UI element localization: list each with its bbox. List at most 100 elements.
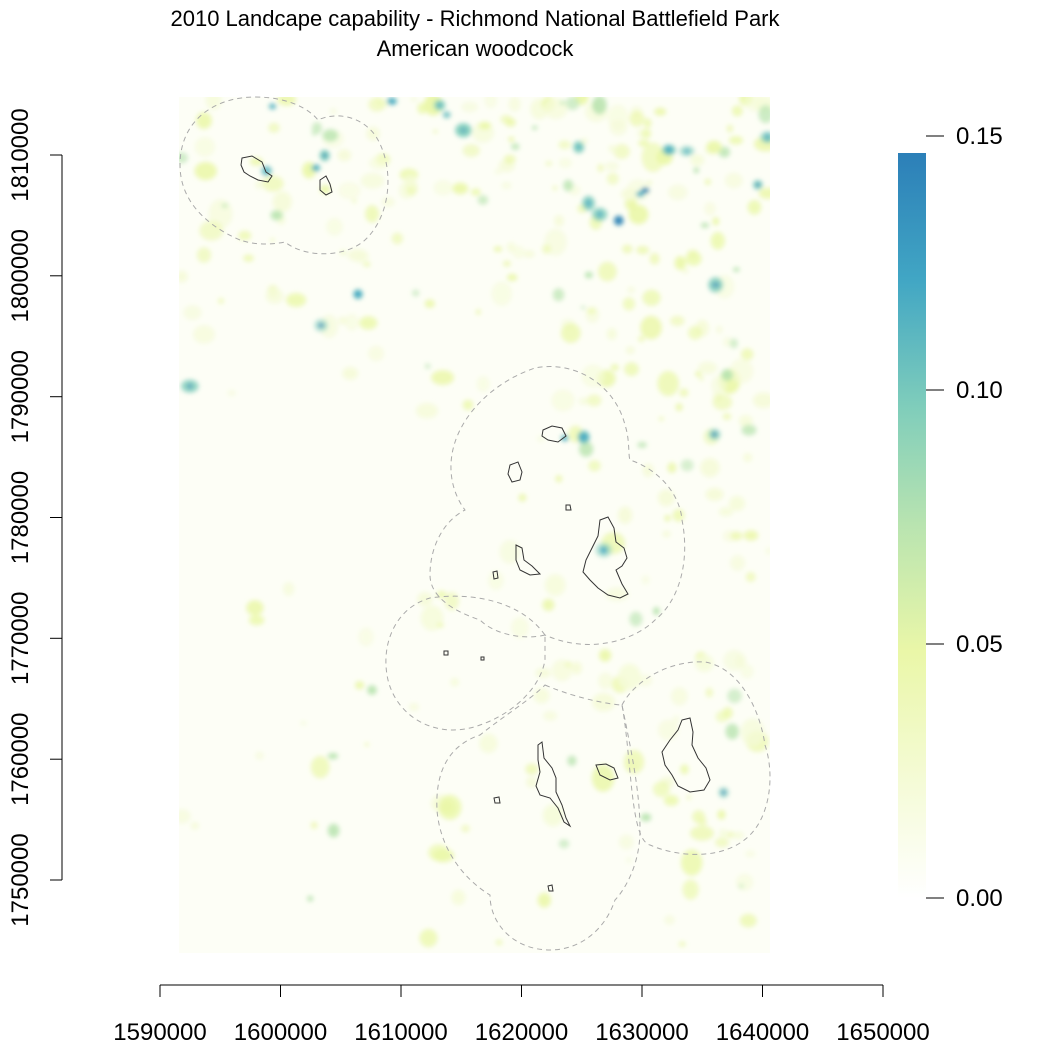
map-subtitle: American woodcock [377, 36, 575, 61]
raster-cell-low [476, 376, 490, 392]
raster-cell-mid [476, 309, 481, 315]
raster-cell-low [765, 547, 770, 555]
raster-cell-low [638, 139, 650, 147]
raster-cell-low [688, 326, 703, 340]
raster-cell-low [404, 175, 417, 188]
raster-extent [179, 97, 770, 953]
raster-cell-mid [758, 105, 770, 124]
raster-cell-mid [700, 222, 710, 228]
y-tick-label: 1770000 [7, 592, 34, 685]
raster-cell-mid [581, 306, 586, 309]
raster-cell-mid [712, 217, 720, 226]
raster-cell-mid [680, 459, 694, 472]
raster-cell-low [347, 249, 368, 262]
raster-cell-low [726, 831, 735, 838]
raster-cell-low [523, 250, 535, 258]
raster-cell-low [625, 346, 635, 354]
raster-cell-low [246, 600, 264, 616]
raster-cell-low [561, 323, 581, 343]
raster-cell-low [581, 364, 605, 388]
raster-cell-mid [511, 143, 520, 151]
raster-cell-low [410, 97, 418, 102]
capability-raster [179, 97, 770, 948]
raster-cell-low [337, 149, 352, 162]
raster-cell-peak [578, 432, 589, 442]
raster-cell-low [758, 187, 770, 199]
raster-cell-mid [629, 611, 643, 627]
raster-cell-low [658, 719, 679, 741]
raster-cell-mid [412, 289, 420, 297]
raster-cell-low [488, 571, 504, 590]
y-axis: 1750000 1760000 1770000 1780000 1790000 … [7, 108, 63, 927]
raster-cell-low [431, 370, 454, 385]
raster-cell-low [366, 126, 380, 141]
park-unit-12 [547, 884, 554, 892]
raster-cell-low [255, 180, 263, 189]
raster-cell-low [730, 555, 745, 571]
raster-cell-mid [741, 424, 757, 436]
raster-cell-low [681, 849, 703, 876]
raster-cell-low [695, 371, 702, 377]
buffer-central [429, 366, 686, 645]
raster-cell-mid [738, 884, 744, 888]
raster-cell-peak [763, 132, 770, 142]
raster-cell-peak [562, 435, 568, 442]
park-unit-4 [507, 461, 523, 483]
raster-cell-mid [307, 895, 314, 902]
raster-cell-peak [664, 145, 674, 155]
raster-cell-mid [653, 607, 660, 616]
raster-cell-mid [725, 723, 739, 740]
raster-cell-low [606, 328, 617, 340]
raster-cell-low [438, 794, 462, 820]
raster-cell-peak [187, 383, 193, 389]
raster-cell-low [672, 715, 680, 724]
raster-cell-low [554, 215, 564, 227]
raster-cell-low [526, 776, 537, 788]
y-tick-label: 1810000 [7, 108, 34, 201]
legend-colorbar [898, 153, 926, 898]
raster-cell-low [608, 145, 616, 153]
raster-cell-low [698, 361, 718, 374]
buffer-north [179, 96, 389, 255]
raster-cell-low [368, 345, 384, 362]
x-tick-label: 1590000 [113, 1019, 206, 1046]
legend-tick-label: 0.15 [956, 123, 1003, 150]
park-unit-15 [565, 504, 572, 511]
raster-cell-mid [647, 180, 652, 185]
raster-cell-low [733, 831, 744, 840]
raster-cell-low [695, 654, 714, 672]
raster-cell-mid [743, 530, 759, 541]
raster-cell-low [360, 173, 385, 189]
raster-cell-peak [710, 430, 718, 439]
x-tick-label: 1620000 [475, 1019, 568, 1046]
x-tick-label: 1600000 [234, 1019, 327, 1046]
raster-cell-low [618, 663, 641, 691]
raster-cell-mid [503, 154, 516, 164]
raster-cell-mid [675, 403, 683, 412]
park-unit-14 [480, 656, 485, 661]
raster-cell-low [462, 399, 474, 411]
raster-cell-low [642, 463, 654, 477]
raster-cell-low [419, 929, 438, 948]
raster-cell-low [628, 204, 649, 225]
raster-cell-mid [461, 824, 470, 833]
park-unit-1 [240, 155, 273, 183]
raster-cell-low [359, 316, 378, 330]
raster-cell-low [310, 756, 330, 779]
raster-cell-low [450, 678, 460, 687]
raster-cell-low [653, 781, 670, 797]
raster-cell-mid [640, 813, 652, 822]
raster-cell-low [745, 850, 756, 858]
raster-cell-mid [692, 810, 705, 824]
raster-cell-peak [437, 103, 442, 108]
raster-cell-low [507, 273, 518, 282]
raster-cell-mid [478, 121, 491, 130]
raster-cell-low [681, 267, 689, 274]
raster-cell-peak [318, 323, 325, 328]
raster-cell-low [711, 375, 727, 395]
raster-cell-low [300, 721, 307, 726]
raster-cell-low [605, 161, 619, 171]
raster-cell-mid [424, 363, 431, 369]
raster-cell-low [199, 220, 224, 241]
raster-cell-low [739, 913, 757, 928]
